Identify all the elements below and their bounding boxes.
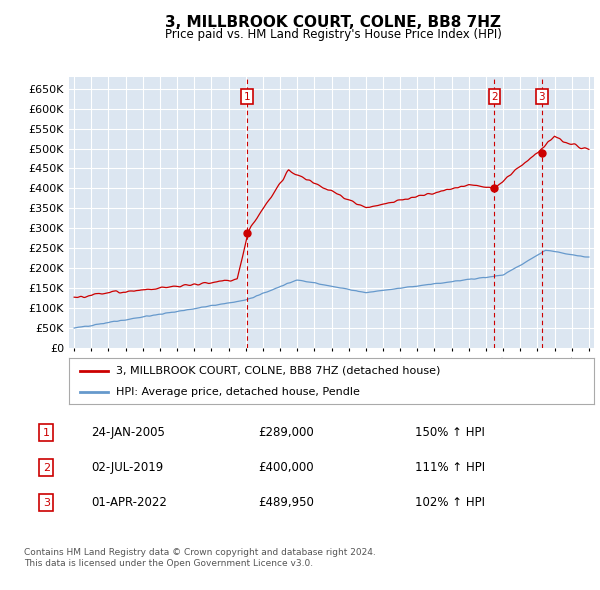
Text: 111% ↑ HPI: 111% ↑ HPI [415, 461, 485, 474]
Text: 24-JAN-2005: 24-JAN-2005 [91, 426, 165, 439]
Text: 01-APR-2022: 01-APR-2022 [91, 496, 167, 509]
Text: 2: 2 [43, 463, 50, 473]
Text: 2: 2 [491, 91, 498, 101]
Text: Contains HM Land Registry data © Crown copyright and database right 2024.: Contains HM Land Registry data © Crown c… [24, 548, 376, 556]
Text: HPI: Average price, detached house, Pendle: HPI: Average price, detached house, Pend… [116, 386, 360, 396]
Text: 3: 3 [538, 91, 545, 101]
Text: 3: 3 [43, 497, 50, 507]
Text: 1: 1 [244, 91, 250, 101]
Text: 102% ↑ HPI: 102% ↑ HPI [415, 496, 485, 509]
Text: £489,950: £489,950 [259, 496, 314, 509]
Text: Price paid vs. HM Land Registry's House Price Index (HPI): Price paid vs. HM Land Registry's House … [164, 28, 502, 41]
Text: 3, MILLBROOK COURT, COLNE, BB8 7HZ (detached house): 3, MILLBROOK COURT, COLNE, BB8 7HZ (deta… [116, 366, 440, 376]
Text: 1: 1 [43, 428, 50, 438]
Text: 150% ↑ HPI: 150% ↑ HPI [415, 426, 484, 439]
Text: 3, MILLBROOK COURT, COLNE, BB8 7HZ: 3, MILLBROOK COURT, COLNE, BB8 7HZ [165, 15, 501, 30]
Text: £400,000: £400,000 [259, 461, 314, 474]
Text: This data is licensed under the Open Government Licence v3.0.: This data is licensed under the Open Gov… [24, 559, 313, 568]
Text: £289,000: £289,000 [259, 426, 314, 439]
Text: 02-JUL-2019: 02-JUL-2019 [91, 461, 163, 474]
